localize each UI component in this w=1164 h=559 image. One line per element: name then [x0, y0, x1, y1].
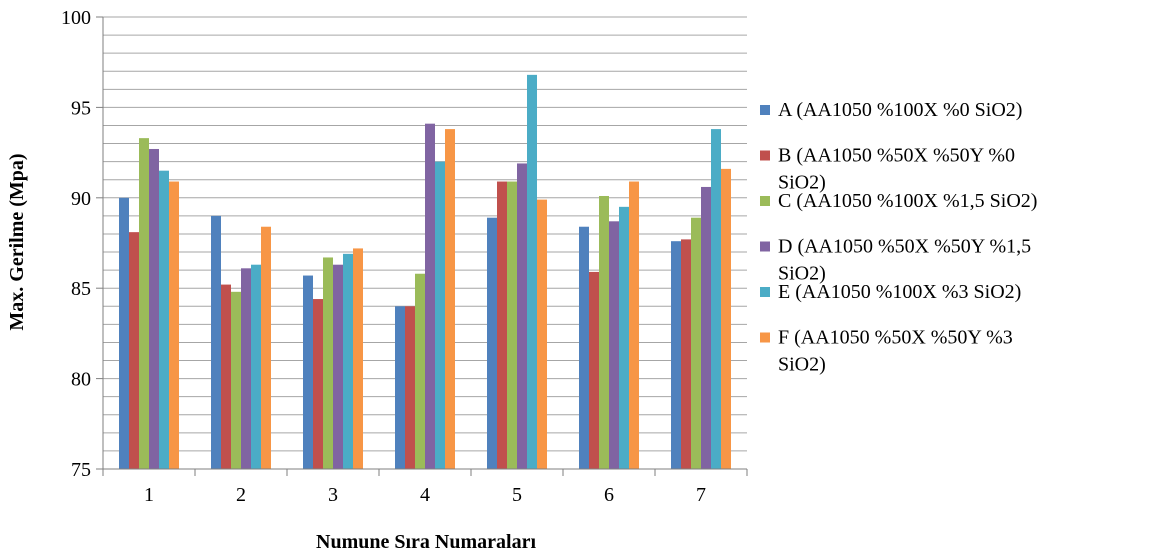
bar: [537, 199, 547, 469]
bar: [415, 273, 425, 469]
bar: [303, 275, 313, 469]
bar: [609, 221, 619, 469]
bar: [671, 241, 681, 469]
legend-entry: E (AA1050 %100X %3 SiO2): [760, 281, 1021, 303]
legend-label: SiO2): [778, 354, 826, 376]
bar: [353, 248, 363, 469]
x-tick-label: 3: [328, 484, 338, 506]
legend-swatch: [760, 332, 770, 343]
bar: [323, 257, 333, 469]
bar: [721, 168, 731, 469]
bar: [261, 226, 271, 469]
bar: [579, 226, 589, 469]
y-tick-label: 75: [71, 459, 91, 481]
bar: [405, 306, 415, 469]
bar: [343, 253, 353, 469]
x-tick-label: 1: [144, 484, 154, 506]
legend-swatch: [760, 287, 770, 297]
legend-label: F (AA1050 %50X %50Y %3: [778, 327, 1013, 349]
x-tick-label: 2: [236, 484, 246, 506]
y-tick-label: 95: [71, 97, 91, 119]
bar: [445, 129, 455, 469]
x-axis-title: Numune Sıra Numaraları: [316, 531, 536, 553]
y-tick-labels: 75 80 85 90 95 100: [61, 7, 91, 481]
bar: [589, 271, 599, 469]
bar: [395, 306, 405, 469]
legend-swatch: [760, 196, 770, 206]
bar: [681, 239, 691, 469]
legend-label: D (AA1050 %50X %50Y %1,5: [778, 236, 1031, 258]
bar: [231, 291, 241, 469]
bar: [701, 186, 711, 469]
bar: [629, 181, 639, 469]
y-tick-label: 80: [71, 369, 91, 391]
bar: [139, 138, 149, 470]
y-tick-label: 85: [71, 278, 91, 300]
bar: [497, 181, 507, 469]
x-tick-label: 4: [420, 484, 430, 506]
legend-label: B (AA1050 %50X %50Y %0: [778, 145, 1015, 167]
bar: [333, 264, 343, 469]
bar: [425, 123, 435, 469]
y-tick-label: 100: [61, 7, 91, 29]
y-axis-title: Max. Gerilme (Mpa): [6, 153, 28, 330]
legend-label: A (AA1050 %100X %0 SiO2): [778, 99, 1022, 121]
bar: [221, 284, 231, 469]
y-tick-label: 90: [71, 188, 91, 210]
bar: [517, 163, 527, 469]
legend-label: SiO2): [778, 172, 826, 194]
bar: [169, 181, 179, 469]
legend-entry: D (AA1050 %50X %50Y %1,5 SiO2): [760, 236, 1031, 285]
legend-entry: C (AA1050 %100X %1,5 SiO2): [760, 190, 1037, 212]
bar: [619, 206, 629, 469]
bar: [313, 299, 323, 469]
bar: [599, 195, 609, 469]
bar: [487, 217, 497, 469]
bar: [251, 264, 261, 469]
bars: [119, 74, 731, 470]
bar: [527, 74, 537, 469]
bar: [507, 181, 517, 469]
legend-label: C (AA1050 %100X %1,5 SiO2): [778, 190, 1037, 212]
x-tick-label: 7: [696, 484, 706, 506]
legend-entry: B (AA1050 %50X %50Y %0 SiO2): [760, 145, 1015, 194]
legend: A (AA1050 %100X %0 SiO2) B (AA1050 %50X %…: [760, 99, 1037, 376]
legend-swatch: [760, 150, 770, 161]
x-tick-label: 5: [512, 484, 522, 506]
bar: [159, 170, 169, 469]
bar: [711, 129, 721, 469]
legend-swatch: [760, 241, 770, 252]
legend-entry: F (AA1050 %50X %50Y %3 SiO2): [760, 327, 1013, 376]
bar: [691, 217, 701, 469]
legend-label: SiO2): [778, 263, 826, 285]
bar: [211, 215, 221, 469]
bar: [129, 232, 139, 469]
axes: [96, 16, 748, 476]
x-tick-label: 6: [604, 484, 614, 506]
bar: [119, 197, 129, 470]
legend-swatch: [760, 105, 770, 115]
legend-label: E (AA1050 %100X %3 SiO2): [778, 281, 1021, 303]
bar: [435, 161, 445, 469]
bar: [149, 148, 159, 469]
x-tick-labels: 1 2 3 4 5 6 7: [144, 484, 706, 506]
bar: [241, 268, 251, 469]
legend-entry: A (AA1050 %100X %0 SiO2): [760, 99, 1022, 121]
